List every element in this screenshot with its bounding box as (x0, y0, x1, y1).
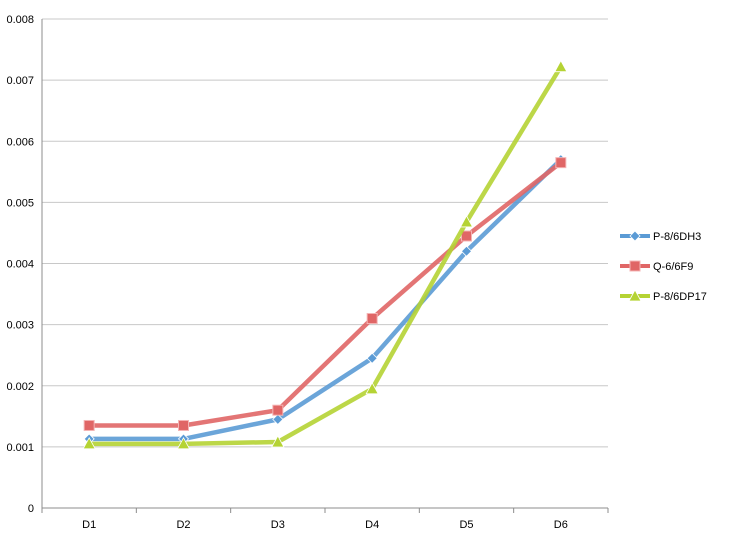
legend-item: Q-6/6F9 (620, 260, 693, 273)
series-lines (82, 59, 568, 450)
y-tick-label: 0.003 (6, 320, 34, 332)
y-tick-label: 0.007 (6, 75, 34, 87)
data-point (272, 404, 284, 416)
data-point (365, 381, 379, 395)
legend: P-8/6DH3 Q-6/6F9 P-8/6DP17 (620, 230, 707, 303)
gridlines (41, 18, 609, 513)
x-tick-label: D2 (176, 519, 190, 531)
y-tick-label: 0.008 (6, 14, 34, 26)
y-axis-tick-labels: 0 0.001 0.002 0.003 0.004 0.005 0.006 0.007 0.00… (6, 14, 34, 515)
x-tick-label: D4 (365, 519, 379, 531)
x-tick-label: D1 (82, 519, 96, 531)
data-point (176, 436, 191, 450)
data-point (461, 230, 472, 242)
series-2 (82, 59, 568, 450)
series-0 (83, 154, 567, 445)
series-line (86, 157, 564, 442)
data-point (366, 313, 378, 325)
legend-marker (628, 289, 642, 302)
data-point (82, 436, 96, 450)
data-point (271, 435, 285, 448)
x-tick-label: D5 (459, 519, 473, 531)
legend-item: P-8/6DH3 (620, 230, 701, 243)
y-tick-label: 0.006 (6, 136, 34, 148)
x-axis-tick-labels: D1 D2 D3 D4 D5 D6 (82, 519, 568, 531)
legend-label: P-8/6DH3 (653, 231, 701, 243)
x-tick-label: D6 (554, 519, 568, 531)
series-line (86, 160, 564, 428)
legend-marker (629, 230, 641, 242)
data-point (459, 215, 474, 228)
data-point (366, 352, 378, 364)
x-tick-label: D3 (271, 519, 285, 531)
data-point (272, 413, 284, 425)
series-line (86, 64, 564, 447)
y-tick-label: 0.005 (6, 197, 34, 209)
data-point (554, 59, 568, 73)
y-tick-label: 0.004 (6, 259, 34, 271)
data-point (83, 419, 95, 431)
legend-label: P-8/6DP17 (653, 291, 707, 303)
data-point (555, 157, 567, 169)
data-point (460, 245, 473, 257)
y-tick-label: 0.002 (6, 381, 34, 393)
y-tick-label: 0.001 (6, 442, 34, 454)
series-1 (83, 157, 567, 431)
data-point (178, 419, 189, 431)
legend-label: Q-6/6F9 (653, 261, 693, 273)
y-tick-label: 0 (28, 503, 34, 515)
legend-marker (629, 260, 641, 272)
legend-item: P-8/6DP17 (620, 289, 707, 303)
